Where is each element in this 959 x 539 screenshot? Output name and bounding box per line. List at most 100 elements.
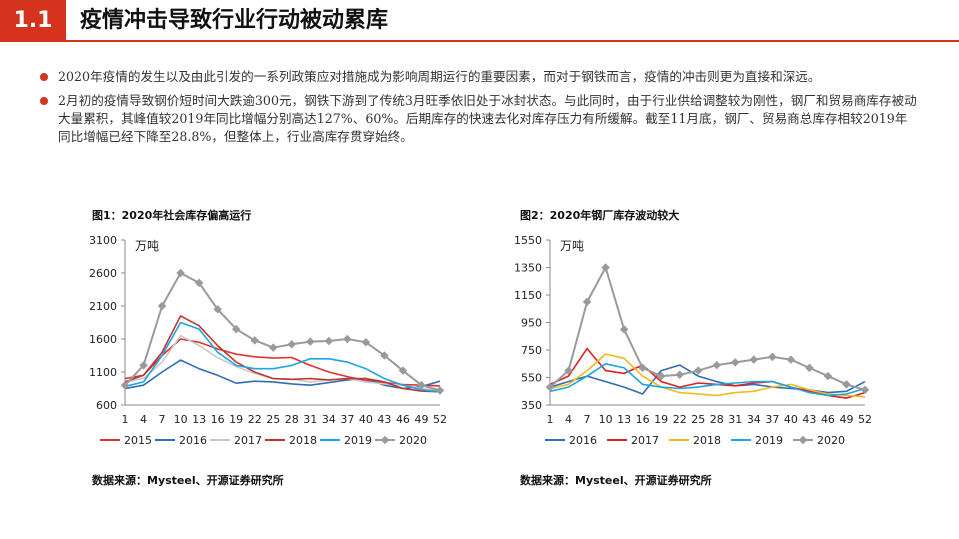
y-tick-label: 1550 (514, 234, 542, 247)
series-point-2020 (380, 351, 389, 360)
figure-2-chart: 350 550 750 950 1150 1350 1550 万吨 1 4 7 10 13 16 19 22 2… (514, 234, 872, 447)
series-point-2020 (601, 263, 610, 272)
slide-title: 疫情冲击导致行业行动被动累库 (80, 8, 389, 33)
series-point-2020 (805, 363, 814, 373)
bullet-item: 2020年疫情的发生以及由此引发的一系列政策应对措施成为影响周期运行的重要因素，… (38, 68, 918, 86)
series-point-2020 (306, 337, 315, 346)
x-tick-label: 52 (858, 413, 872, 426)
figure-2-title: 图2：2020年钢厂库存波动较大 (520, 209, 680, 222)
y-tick-label: 1600 (89, 333, 117, 346)
legend-label: 2018 (289, 434, 317, 447)
bullet-text: 2月初的疫情导致钢价短时间大跌逾300元，钢铁下游到了传统3月旺季依旧处于冰封状… (58, 93, 917, 144)
bullet-text: 2020年疫情的发生以及由此引发的一系列政策应对措施成为影响周期运行的重要因素，… (58, 69, 821, 84)
x-tick-label: 22 (673, 413, 687, 426)
x-tick-label: 28 (710, 413, 724, 426)
series-line-2018 (549, 353, 866, 398)
series-point-2020 (268, 343, 278, 352)
x-tick-label: 49 (839, 413, 853, 426)
series-line-2017 (549, 347, 866, 399)
bullet-item: 2月初的疫情导致钢价短时间大跌逾300元，钢铁下游到了传统3月旺季依旧处于冰封状… (38, 92, 918, 146)
series-point-2020 (749, 355, 759, 364)
x-tick-label: 52 (433, 413, 447, 426)
y-tick-label: 550 (521, 372, 542, 385)
x-tick-label: 22 (248, 413, 262, 426)
legend-label: 2016 (179, 434, 207, 447)
series-point-2020 (361, 338, 371, 347)
legend-marker-2020 (798, 435, 808, 445)
y-unit-label: 万吨 (560, 239, 584, 253)
series-point-2020 (213, 305, 222, 314)
series-point-2020 (417, 380, 426, 390)
legend-label: 2019 (344, 434, 372, 447)
series-line-2019 (549, 363, 866, 397)
series-point-2020 (139, 361, 148, 370)
x-tick-label: 13 (617, 413, 631, 426)
series-line-2018 (124, 315, 441, 393)
y-tick-label: 350 (521, 399, 542, 412)
series-point-2020 (675, 370, 684, 379)
x-tick-label: 19 (229, 413, 243, 426)
bullet-dot-icon (40, 73, 48, 81)
x-tick-label: 31 (303, 413, 317, 426)
figure-1-source: 数据来源：Mysteel、开源证券研究所 (92, 474, 284, 487)
series-point-2020 (712, 360, 722, 370)
series-point-2020 (582, 297, 592, 307)
series-point-2020 (157, 301, 167, 311)
legend-label: 2017 (234, 434, 262, 447)
series-point-2020 (324, 336, 334, 346)
y-tick-label: 2100 (89, 300, 117, 313)
figure-1-title: 图1：2020年社会库存偏高运行 (92, 209, 252, 222)
y-tick-label: 1350 (514, 262, 542, 275)
series-point-2020 (842, 380, 851, 389)
x-tick-label: 10 (174, 413, 188, 426)
x-tick-label: 4 (140, 413, 147, 426)
x-tick-label: 40 (359, 413, 373, 426)
series-point-2020 (731, 358, 740, 367)
header-divider (66, 40, 959, 42)
series-point-2020 (398, 366, 408, 375)
figure-2-source: 数据来源：Mysteel、开源证券研究所 (520, 474, 712, 487)
y-tick-label: 950 (521, 317, 542, 330)
x-tick-label: 34 (747, 413, 761, 426)
x-tick-label: 28 (285, 413, 299, 426)
x-tick-label: 7 (584, 413, 591, 426)
x-tick-label: 46 (396, 413, 410, 426)
x-tick-label: 31 (728, 413, 742, 426)
x-tick-label: 19 (654, 413, 668, 426)
y-unit-label: 万吨 (135, 239, 159, 253)
x-tick-label: 34 (322, 413, 336, 426)
legend-label: 2019 (755, 434, 783, 447)
series-point-2020 (176, 268, 185, 278)
x-tick-label: 25 (691, 413, 705, 426)
x-tick-label: 40 (784, 413, 798, 426)
slide-header: 1.1 疫情冲击导致行业行动被动累库 (0, 0, 959, 42)
series-line-2016 (124, 359, 441, 390)
series-point-2020 (638, 363, 647, 373)
figure-1-chart: 600 1100 1600 2100 2600 3100 万吨 1 4 7 10 13 16 19 22 25… (89, 234, 447, 447)
x-tick-label: 4 (565, 413, 572, 426)
x-tick-label: 16 (636, 413, 650, 426)
legend-marker-2020 (380, 435, 390, 445)
series-line-2019 (124, 321, 441, 393)
legend-label: 2020 (817, 434, 845, 447)
series-point-2020 (619, 325, 629, 334)
x-tick-label: 37 (765, 413, 779, 426)
legend-label: 2020 (399, 434, 427, 447)
series-point-2020 (768, 352, 777, 362)
y-tick-label: 600 (96, 399, 117, 412)
y-tick-label: 2600 (89, 267, 117, 280)
bullet-list: 2020年疫情的发生以及由此引发的一系列政策应对措施成为影响周期运行的重要因素，… (38, 68, 918, 152)
y-tick-label: 750 (521, 344, 542, 357)
x-tick-label: 13 (192, 413, 206, 426)
series-point-2020 (693, 366, 703, 375)
series-line-2020 (124, 272, 441, 392)
legend-label: 2018 (693, 434, 721, 447)
x-tick-label: 10 (599, 413, 613, 426)
y-tick-label: 1150 (514, 289, 542, 302)
legend-label: 2015 (124, 434, 152, 447)
x-tick-label: 43 (802, 413, 816, 426)
x-tick-label: 16 (211, 413, 225, 426)
x-tick-label: 43 (377, 413, 391, 426)
series-line-2020 (549, 266, 866, 391)
y-tick-label: 3100 (89, 234, 117, 247)
